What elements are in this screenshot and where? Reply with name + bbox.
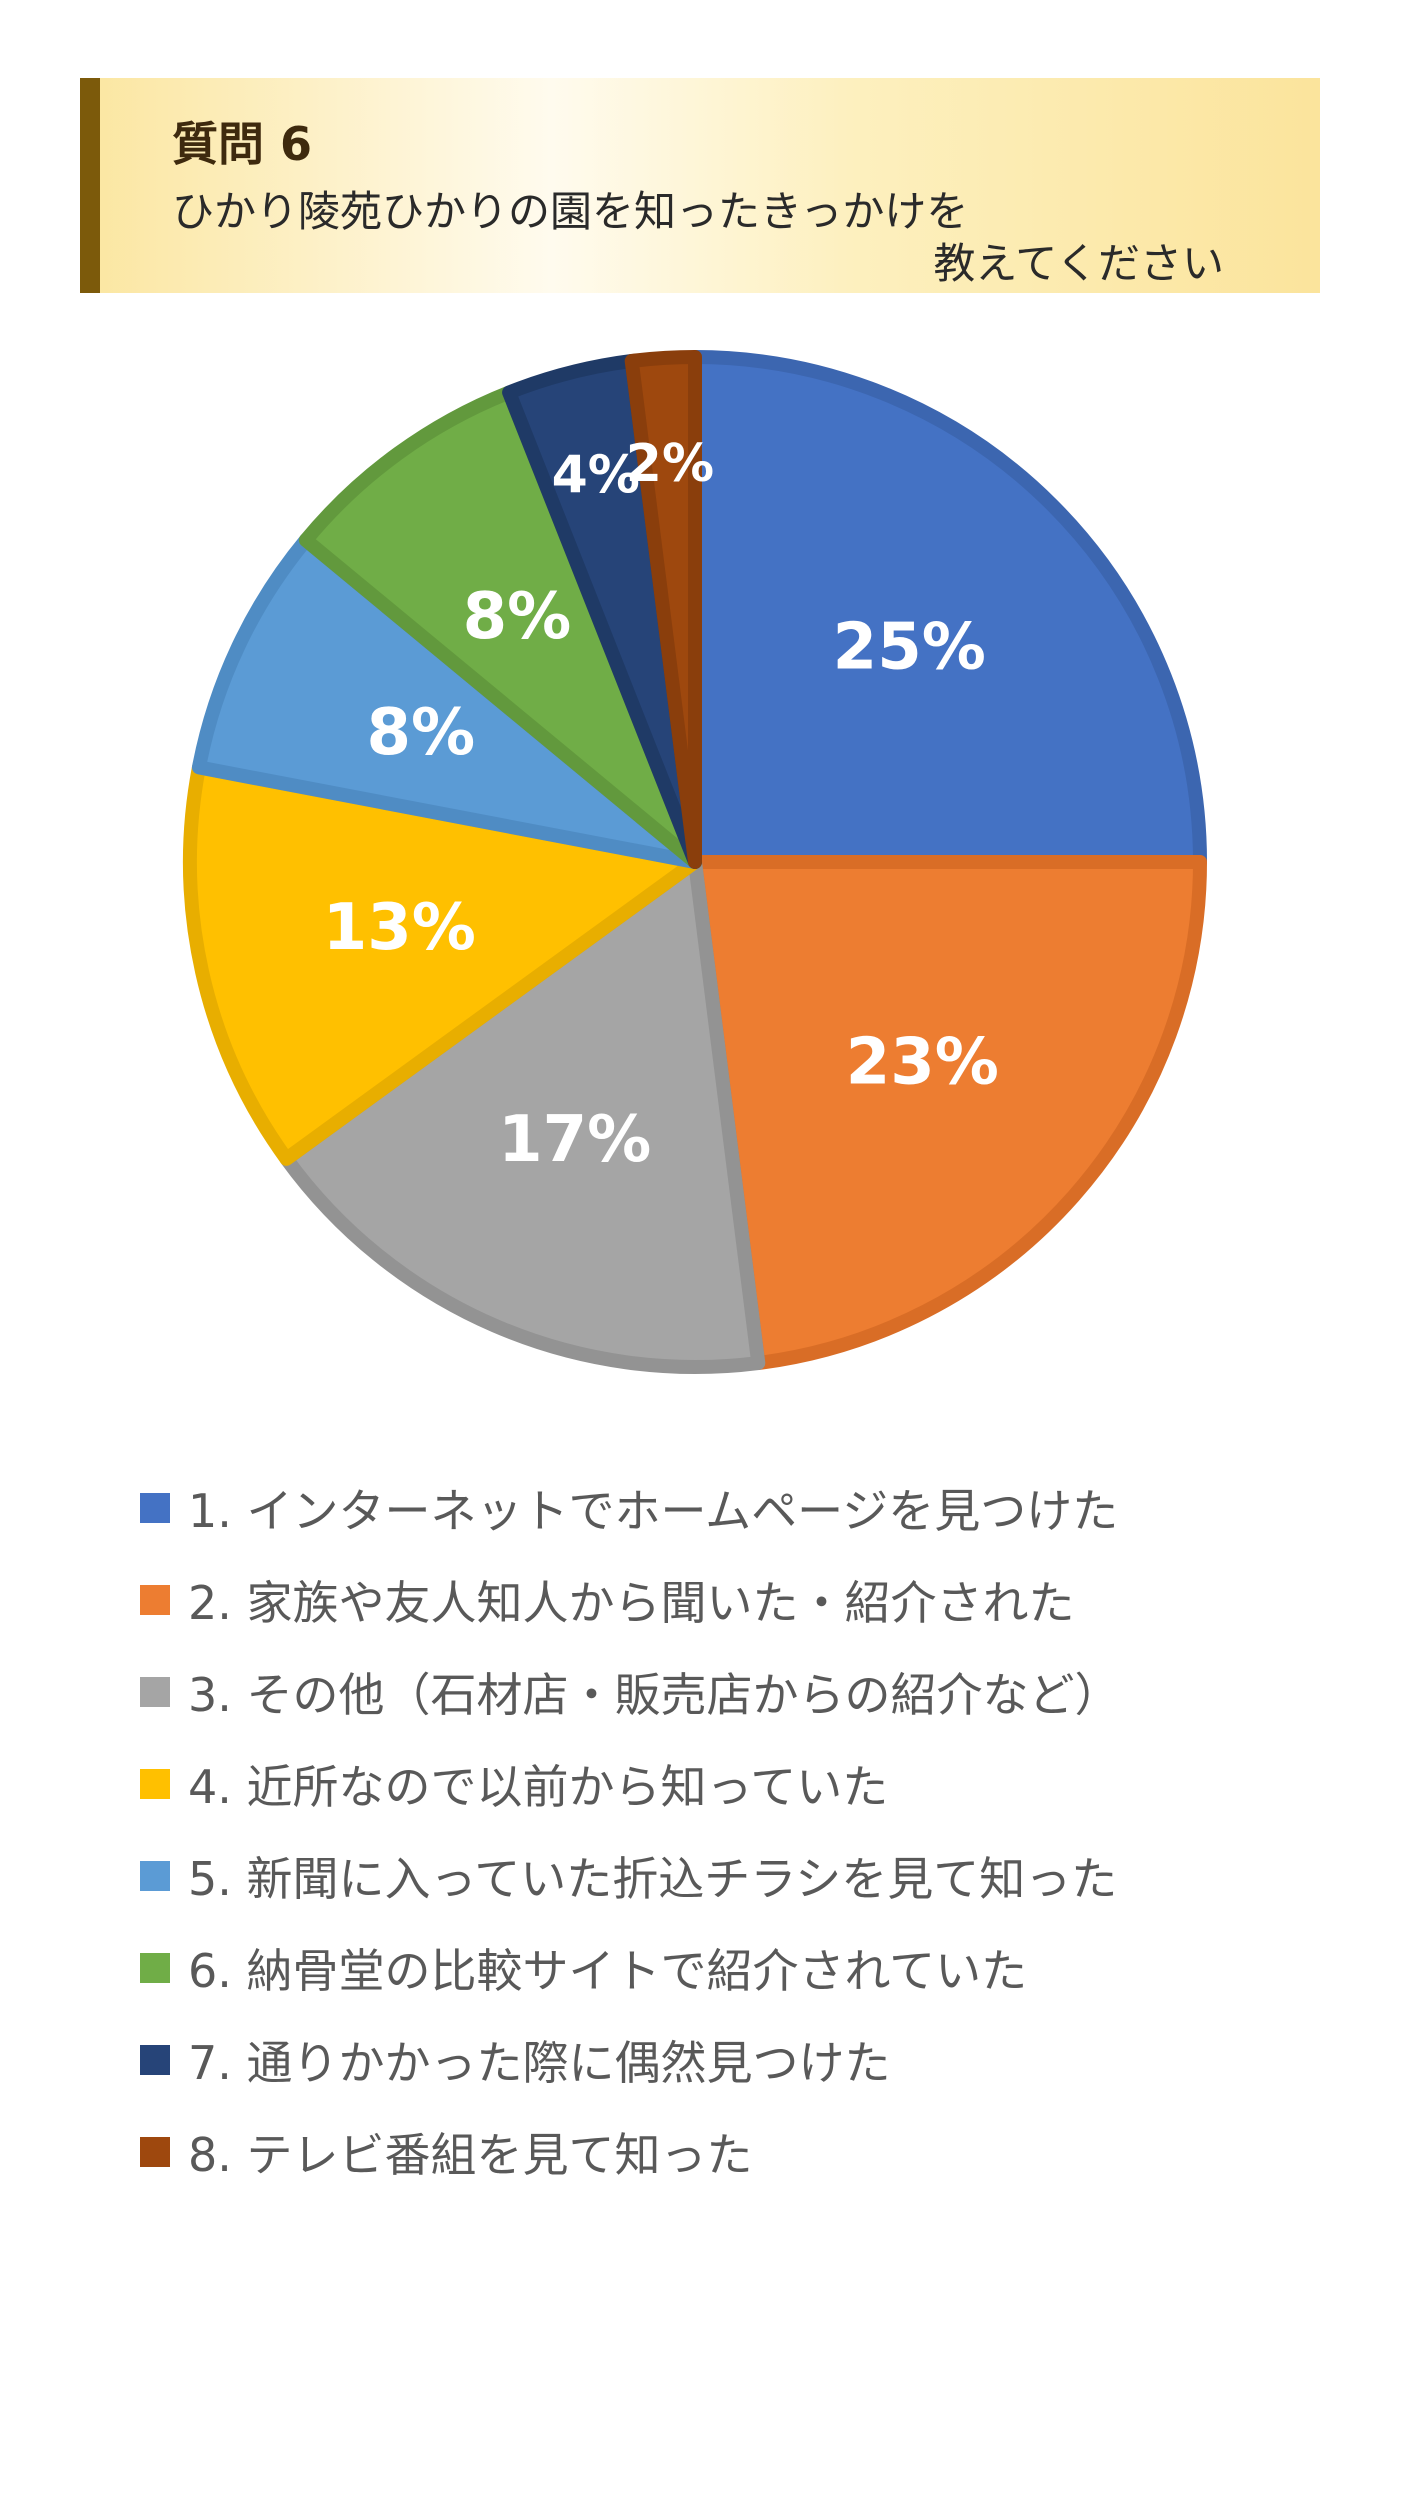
legend-label-1: 1. インターネットでホームページを見つけた [188,1484,1119,1538]
legend-label-8: 8. テレビ番組を見て知った [188,2128,753,2182]
legend-swatch-2 [140,1585,170,1615]
question-text-line-1: ひかり陵苑ひかりの園を知ったきっかけを [172,187,969,236]
pie-label-1: 25% [833,611,986,685]
pie-label-6: 8% [463,580,572,654]
pie-label-5: 8% [367,696,476,770]
chart-legend: 1. インターネットでホームページを見つけた 2. 家族や友人知人から聞いた・紹介… [140,1462,1121,2198]
question-number: 質問 6 [172,117,313,171]
legend-label-5: 5. 新聞に入っていた折込チラシを見て知った [188,1852,1118,1906]
legend-item-6: 6. 納骨堂の比較サイトで紹介されていた [140,1922,1121,2014]
legend-swatch-6 [140,1953,170,1983]
legend-swatch-5 [140,1861,170,1891]
legend-item-7: 7. 通りかかった際に偶然見つけた [140,2014,1121,2106]
legend-item-5: 5. 新聞に入っていた折込チラシを見て知った [140,1830,1121,1922]
pie-chart: 25% 23% 17% 13% 8% 8% 4%2% [183,350,1207,1374]
legend-swatch-1 [140,1493,170,1523]
legend-item-1: 1. インターネットでホームページを見つけた [140,1462,1121,1554]
question-header: 質問 6 ひかり陵苑ひかりの園を知ったきっかけを 教えてください [80,78,1320,293]
pie-slice-5 [191,533,702,869]
legend-item-8: 8. テレビ番組を見て知った [140,2106,1121,2198]
legend-label-3: 3. その他（石材店・販売店からの紹介など） [188,1668,1121,1722]
pie-label-3: 17% [498,1103,651,1177]
pie-labels: 25% 23% 17% 13% 8% 8% 4%2% [323,434,999,1177]
pie-label-7: 4% [552,446,640,506]
question-text-line-2: 教えてください [933,239,1224,288]
pie-slice-6 [298,385,702,869]
legend-label-6: 6. 納骨堂の比較サイトで紹介されていた [188,1944,1028,1998]
legend-label-4: 4. 近所なので以前から知っていた [188,1760,889,1814]
legend-swatch-8 [140,2137,170,2167]
legend-label-7: 7. 通りかかった際に偶然見つけた [188,2036,891,2090]
legend-item-2: 2. 家族や友人知人から聞いた・紹介された [140,1554,1121,1646]
pie-label-2: 23% [846,1025,999,1099]
legend-swatch-7 [140,2045,170,2075]
pie-label-4: 13% [323,891,476,965]
pie-slice-1 [688,350,1207,869]
legend-swatch-4 [140,1769,170,1799]
legend-item-4: 4. 近所なので以前から知っていた [140,1738,1121,1830]
pie-slice-2 [688,855,1207,1371]
legend-item-3: 3. その他（石材店・販売店からの紹介など） [140,1646,1121,1738]
pie-slice-8 [624,350,702,869]
legend-label-2: 2. 家族や友人知人から聞いた・紹介された [188,1576,1075,1630]
header-accent-bar [80,78,100,293]
pie-label-8: 2% [626,434,714,494]
pie-slices [183,350,1207,1374]
legend-swatch-3 [140,1677,170,1707]
pie-slice-3 [279,855,766,1374]
pie-slice-4 [183,760,702,1166]
